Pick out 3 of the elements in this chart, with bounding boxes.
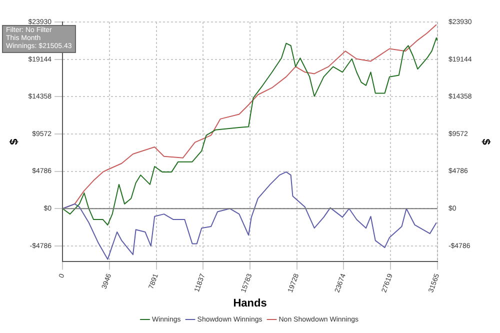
x-axis-title: Hands <box>233 297 267 310</box>
y2-axis-title: $ <box>479 138 492 145</box>
y-axis-title: $ <box>8 138 21 145</box>
